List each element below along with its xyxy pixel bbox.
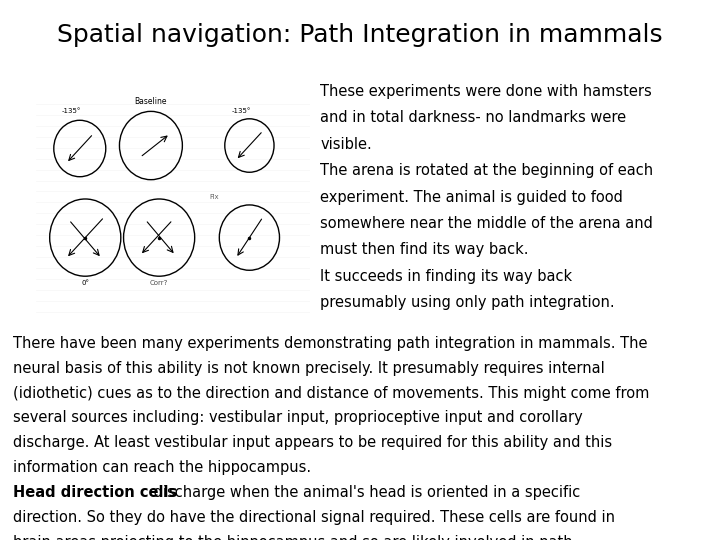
Text: Fix: Fix	[209, 194, 219, 200]
Text: Baseline: Baseline	[135, 97, 167, 106]
Text: discharge when the animal's head is oriented in a specific: discharge when the animal's head is orie…	[149, 485, 580, 500]
Text: must then find its way back.: must then find its way back.	[320, 242, 529, 258]
Text: discharge. At least vestibular input appears to be required for this ability and: discharge. At least vestibular input app…	[13, 435, 612, 450]
Text: The arena is rotated at the beginning of each: The arena is rotated at the beginning of…	[320, 163, 654, 178]
Text: -135°: -135°	[232, 108, 251, 114]
Text: somewhere near the middle of the arena and: somewhere near the middle of the arena a…	[320, 216, 653, 231]
Text: and in total darkness- no landmarks were: and in total darkness- no landmarks were	[320, 110, 626, 125]
Text: direction. So they do have the directional signal required. These cells are foun: direction. So they do have the direction…	[13, 510, 615, 525]
Text: Corr?: Corr?	[150, 280, 168, 286]
Text: There have been many experiments demonstrating path integration in mammals. The: There have been many experiments demonst…	[13, 336, 647, 351]
Text: visible.: visible.	[320, 137, 372, 152]
Text: several sources including: vestibular input, proprioceptive input and corollary: several sources including: vestibular in…	[13, 410, 582, 426]
Text: presumably using only path integration.: presumably using only path integration.	[320, 295, 615, 310]
Text: brain areas projecting to the hippocampus and so are likely involved in path: brain areas projecting to the hippocampu…	[13, 535, 572, 540]
Text: Head direction cells: Head direction cells	[13, 485, 177, 500]
Text: It succeeds in finding its way back: It succeeds in finding its way back	[320, 269, 572, 284]
Text: -135°: -135°	[62, 108, 81, 114]
Text: information can reach the hippocampus.: information can reach the hippocampus.	[13, 460, 311, 475]
Text: These experiments were done with hamsters: These experiments were done with hamster…	[320, 84, 652, 99]
Text: neural basis of this ability is not known precisely. It presumably requires inte: neural basis of this ability is not know…	[13, 361, 605, 376]
Text: experiment. The animal is guided to food: experiment. The animal is guided to food	[320, 190, 624, 205]
Text: 0°: 0°	[81, 280, 89, 286]
Text: (idiothetic) cues as to the direction and distance of movements. This might come: (idiothetic) cues as to the direction an…	[13, 386, 649, 401]
Text: Spatial navigation: Path Integration in mammals: Spatial navigation: Path Integration in …	[57, 23, 663, 46]
